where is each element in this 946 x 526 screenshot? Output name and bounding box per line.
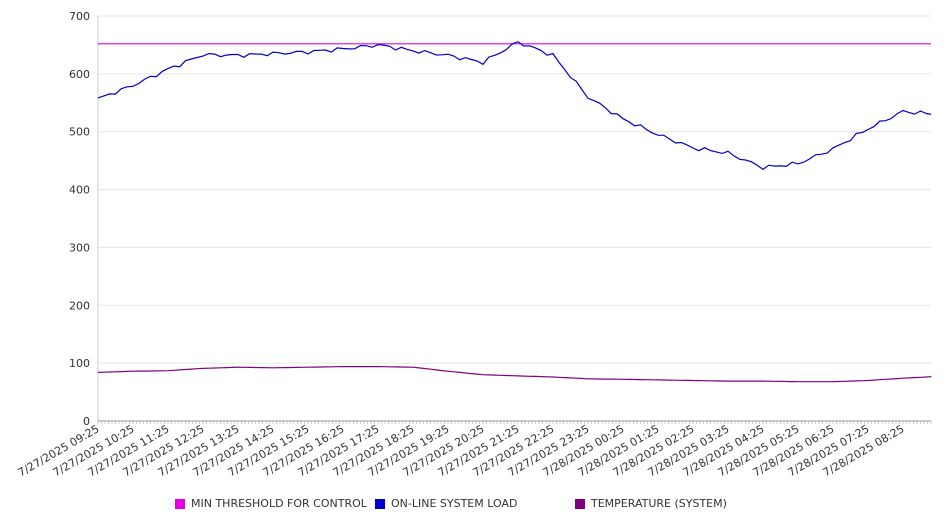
series-line-1 bbox=[97, 41, 932, 171]
y-tick-label: 0 bbox=[83, 415, 90, 428]
y-tick-label: 100 bbox=[69, 357, 90, 370]
legend-label-min-threshold: MIN THRESHOLD FOR CONTROL bbox=[191, 497, 367, 510]
y-tick-label: 700 bbox=[69, 10, 90, 23]
legend-item-temperature[interactable]: TEMPERATURE (SYSTEM) bbox=[575, 497, 727, 510]
y-tick-label: 200 bbox=[69, 299, 90, 312]
legend-swatch-system-load bbox=[375, 498, 385, 509]
y-tick-label: 300 bbox=[69, 241, 90, 254]
legend-swatch-temperature bbox=[575, 498, 585, 509]
y-tick-label: 500 bbox=[69, 126, 90, 139]
x-axis: 7/27/2025 09:257/27/2025 10:257/27/2025 … bbox=[16, 420, 932, 479]
legend-swatch-min-threshold bbox=[175, 498, 185, 509]
series-layer bbox=[97, 41, 932, 383]
legend-label-system-load: ON-LINE SYSTEM LOAD bbox=[391, 497, 518, 510]
grid-lines bbox=[98, 15, 931, 364]
y-tick-label: 600 bbox=[69, 68, 90, 81]
legend-item-system-load[interactable]: ON-LINE SYSTEM LOAD bbox=[375, 497, 517, 510]
legend: MIN THRESHOLD FOR CONTROL ON-LINE SYSTEM… bbox=[0, 497, 946, 515]
legend-item-min-threshold[interactable]: MIN THRESHOLD FOR CONTROL bbox=[175, 497, 367, 510]
y-axis: 0 100 200 300 400 500 600 700 bbox=[69, 10, 99, 428]
y-tick-label: 400 bbox=[69, 184, 90, 197]
legend-label-temperature: TEMPERATURE (SYSTEM) bbox=[591, 497, 727, 510]
series-line-2 bbox=[97, 366, 932, 383]
